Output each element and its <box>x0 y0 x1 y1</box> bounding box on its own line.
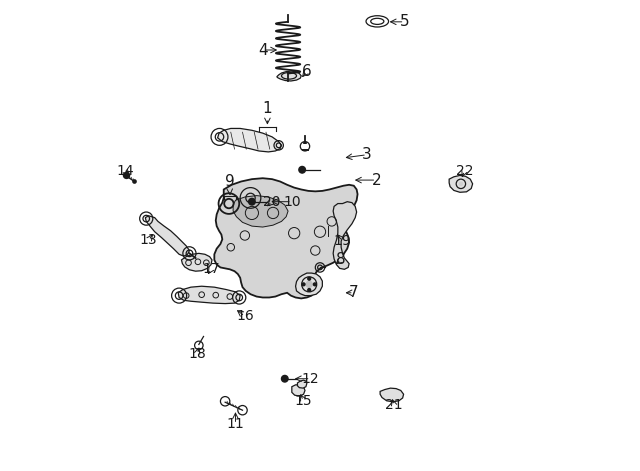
Text: 18: 18 <box>188 347 206 361</box>
Text: 13: 13 <box>140 233 157 247</box>
Circle shape <box>458 181 463 186</box>
Circle shape <box>305 281 313 288</box>
Polygon shape <box>298 380 307 388</box>
Circle shape <box>123 171 131 179</box>
Polygon shape <box>178 286 240 304</box>
Text: 16: 16 <box>236 309 253 323</box>
Circle shape <box>299 166 305 173</box>
Text: 2: 2 <box>372 172 381 187</box>
Polygon shape <box>145 216 189 256</box>
Circle shape <box>308 277 310 280</box>
Polygon shape <box>233 195 288 227</box>
Circle shape <box>248 198 255 205</box>
Text: 7: 7 <box>349 285 358 300</box>
Text: 8: 8 <box>337 252 346 268</box>
Polygon shape <box>380 388 404 402</box>
Polygon shape <box>449 175 472 192</box>
Text: 19: 19 <box>333 234 351 248</box>
Text: 3: 3 <box>362 147 372 162</box>
Circle shape <box>302 283 305 286</box>
Circle shape <box>308 289 310 292</box>
Polygon shape <box>214 178 358 299</box>
Text: 12: 12 <box>302 372 319 386</box>
Text: 4: 4 <box>258 42 268 57</box>
Circle shape <box>282 375 288 382</box>
Text: 11: 11 <box>227 417 244 431</box>
Text: 14: 14 <box>116 164 134 178</box>
Text: 10: 10 <box>283 195 301 209</box>
Polygon shape <box>276 71 301 81</box>
Text: 5: 5 <box>400 14 410 29</box>
Circle shape <box>314 283 316 286</box>
Text: 22: 22 <box>456 164 474 178</box>
Text: 20: 20 <box>263 195 281 209</box>
Polygon shape <box>296 273 323 296</box>
Polygon shape <box>292 385 305 396</box>
Text: 21: 21 <box>385 398 403 413</box>
Text: 15: 15 <box>295 394 312 408</box>
Circle shape <box>132 179 137 184</box>
Text: 6: 6 <box>302 64 312 79</box>
Text: 9: 9 <box>225 174 235 189</box>
Text: 17: 17 <box>202 262 220 276</box>
Polygon shape <box>333 202 356 269</box>
Text: 1: 1 <box>262 101 272 116</box>
Polygon shape <box>218 129 282 152</box>
Polygon shape <box>182 253 212 271</box>
